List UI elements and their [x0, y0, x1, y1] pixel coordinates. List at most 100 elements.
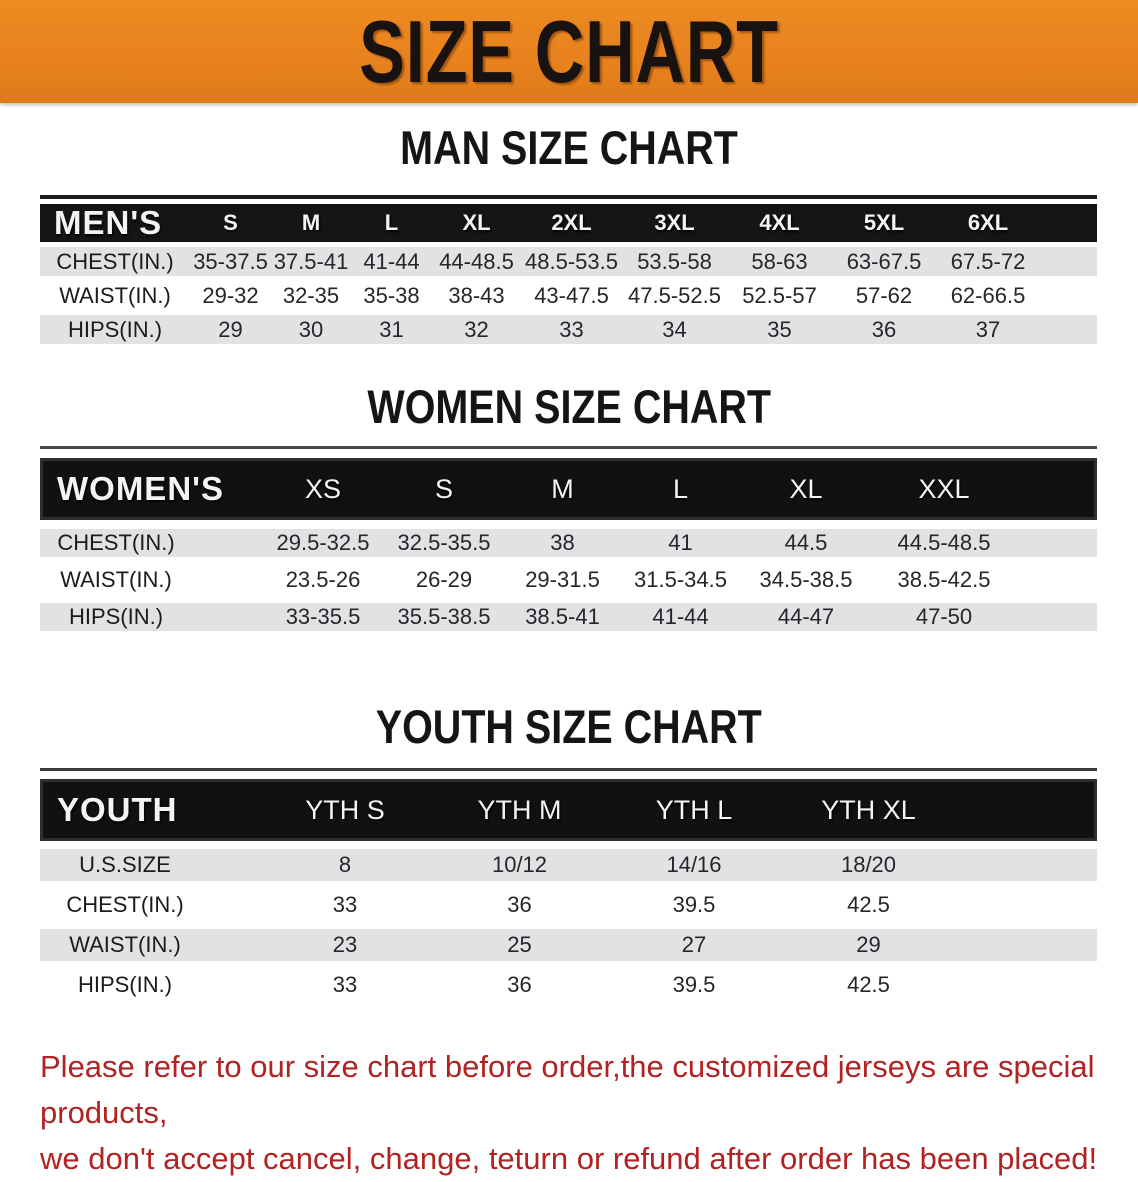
table-cell: 43-47.5 — [521, 281, 622, 310]
table-cell: 29 — [190, 315, 271, 344]
banner-title: SIZE CHART — [359, 1, 779, 101]
men-size-header: 4XL — [727, 204, 832, 242]
women-size-header: S — [384, 458, 504, 520]
women-table-top-rule — [40, 446, 1097, 449]
table-cell: 36 — [432, 969, 607, 1001]
table-cell: 47.5-52.5 — [622, 281, 727, 310]
table-cell: 27 — [607, 929, 781, 961]
table-cell: 31.5-34.5 — [621, 566, 740, 594]
men-size-header: S — [190, 204, 271, 242]
women-chest-row: CHEST(IN.) 29.5-32.5 32.5-35.5 38 41 44.… — [40, 529, 1097, 557]
spacer-cell — [1016, 529, 1097, 557]
table-cell: 36 — [432, 889, 607, 921]
row-label: HIPS(IN.) — [40, 315, 190, 344]
men-size-header: 5XL — [832, 204, 936, 242]
spacer-cell — [956, 929, 1097, 961]
table-cell: 33 — [258, 889, 432, 921]
men-section-heading: MAN SIZE CHART — [0, 123, 1138, 173]
table-cell: 58-63 — [727, 247, 832, 276]
table-cell: 42.5 — [781, 889, 956, 921]
youth-ussize-row: U.S.SIZE 8 10/12 14/16 18/20 — [40, 849, 1097, 881]
spacer-cell — [1040, 247, 1097, 276]
spacer-cell — [1040, 204, 1097, 242]
table-cell: 32 — [432, 315, 521, 344]
table-cell: 33 — [258, 969, 432, 1001]
table-cell: 29-31.5 — [504, 566, 621, 594]
men-section-heading-text: MAN SIZE CHART — [400, 121, 738, 174]
women-section-heading-text: WOMEN SIZE CHART — [367, 380, 771, 433]
table-cell: 30 — [271, 315, 351, 344]
table-cell: 44.5-48.5 — [872, 529, 1016, 557]
table-cell: 44.5 — [740, 529, 872, 557]
row-label: HIPS(IN.) — [40, 969, 258, 1001]
table-cell: 48.5-53.5 — [521, 247, 622, 276]
table-cell: 25 — [432, 929, 607, 961]
table-cell: 14/16 — [607, 849, 781, 881]
table-cell: 38.5-42.5 — [872, 566, 1016, 594]
row-label: CHEST(IN.) — [40, 247, 190, 276]
women-hips-row: HIPS(IN.) 33-35.5 35.5-38.5 38.5-41 41-4… — [40, 603, 1097, 631]
youth-waist-row: WAIST(IN.) 23 25 27 29 — [40, 929, 1097, 961]
row-label: WAIST(IN.) — [40, 281, 190, 310]
table-cell: 32.5-35.5 — [384, 529, 504, 557]
women-size-header: XL — [740, 458, 872, 520]
table-cell: 23.5-26 — [262, 566, 384, 594]
table-cell: 29.5-32.5 — [262, 529, 384, 557]
table-cell: 34 — [622, 315, 727, 344]
youth-table-top-rule — [40, 768, 1097, 771]
table-cell: 38-43 — [432, 281, 521, 310]
men-header-row: MEN'S S M L XL 2XL 3XL 4XL 5XL 6XL — [40, 204, 1097, 242]
row-label: WAIST(IN.) — [40, 566, 262, 594]
table-cell: 47-50 — [872, 603, 1016, 631]
table-cell: 23 — [258, 929, 432, 961]
men-table-top-rule — [40, 195, 1097, 199]
spacer-cell — [1016, 603, 1097, 631]
table-cell: 42.5 — [781, 969, 956, 1001]
spacer-cell — [1016, 566, 1097, 594]
table-cell: 41 — [621, 529, 740, 557]
row-label: CHEST(IN.) — [40, 529, 262, 557]
youth-size-header: YTH XL — [781, 779, 956, 841]
youth-chest-row: CHEST(IN.) 33 36 39.5 42.5 — [40, 889, 1097, 921]
table-cell: 35 — [727, 315, 832, 344]
spacer-cell — [1016, 458, 1097, 520]
row-label: CHEST(IN.) — [40, 889, 258, 921]
men-size-header: M — [271, 204, 351, 242]
youth-header-row: YOUTH YTH S YTH M YTH L YTH XL — [40, 779, 1097, 841]
table-cell: 37 — [936, 315, 1040, 344]
spacer-cell — [956, 969, 1097, 1001]
table-cell: 62-66.5 — [936, 281, 1040, 310]
table-cell: 67.5-72 — [936, 247, 1040, 276]
table-cell: 29-32 — [190, 281, 271, 310]
youth-header-label: YOUTH — [40, 779, 258, 841]
table-cell: 53.5-58 — [622, 247, 727, 276]
men-chest-row: CHEST(IN.) 35-37.5 37.5-41 41-44 44-48.5… — [40, 247, 1097, 276]
table-cell: 52.5-57 — [727, 281, 832, 310]
table-cell: 44-47 — [740, 603, 872, 631]
table-cell: 36 — [832, 315, 936, 344]
table-cell: 10/12 — [432, 849, 607, 881]
spacer-cell — [956, 889, 1097, 921]
men-hips-row: HIPS(IN.) 29 30 31 32 33 34 35 36 37 — [40, 315, 1097, 344]
row-label: U.S.SIZE — [40, 849, 258, 881]
women-size-header: XS — [262, 458, 384, 520]
table-cell: 29 — [781, 929, 956, 961]
men-size-header: XL — [432, 204, 521, 242]
women-size-header: L — [621, 458, 740, 520]
table-cell: 31 — [351, 315, 432, 344]
spacer-cell — [1040, 315, 1097, 344]
table-cell: 32-35 — [271, 281, 351, 310]
footer-note-line-2: we don't accept cancel, change, teturn o… — [40, 1141, 1098, 1176]
footer-note-line-1: Please refer to our size chart before or… — [40, 1049, 1095, 1130]
table-cell: 37.5-41 — [271, 247, 351, 276]
spacer-cell — [956, 849, 1097, 881]
table-cell: 26-29 — [384, 566, 504, 594]
women-header-row: WOMEN'S XS S M L XL XXL — [40, 458, 1097, 520]
table-cell: 8 — [258, 849, 432, 881]
table-cell: 35-37.5 — [190, 247, 271, 276]
women-size-header: XXL — [872, 458, 1016, 520]
table-cell: 44-48.5 — [432, 247, 521, 276]
men-size-header: 6XL — [936, 204, 1040, 242]
men-waist-row: WAIST(IN.) 29-32 32-35 35-38 38-43 43-47… — [40, 281, 1097, 310]
table-cell: 63-67.5 — [832, 247, 936, 276]
